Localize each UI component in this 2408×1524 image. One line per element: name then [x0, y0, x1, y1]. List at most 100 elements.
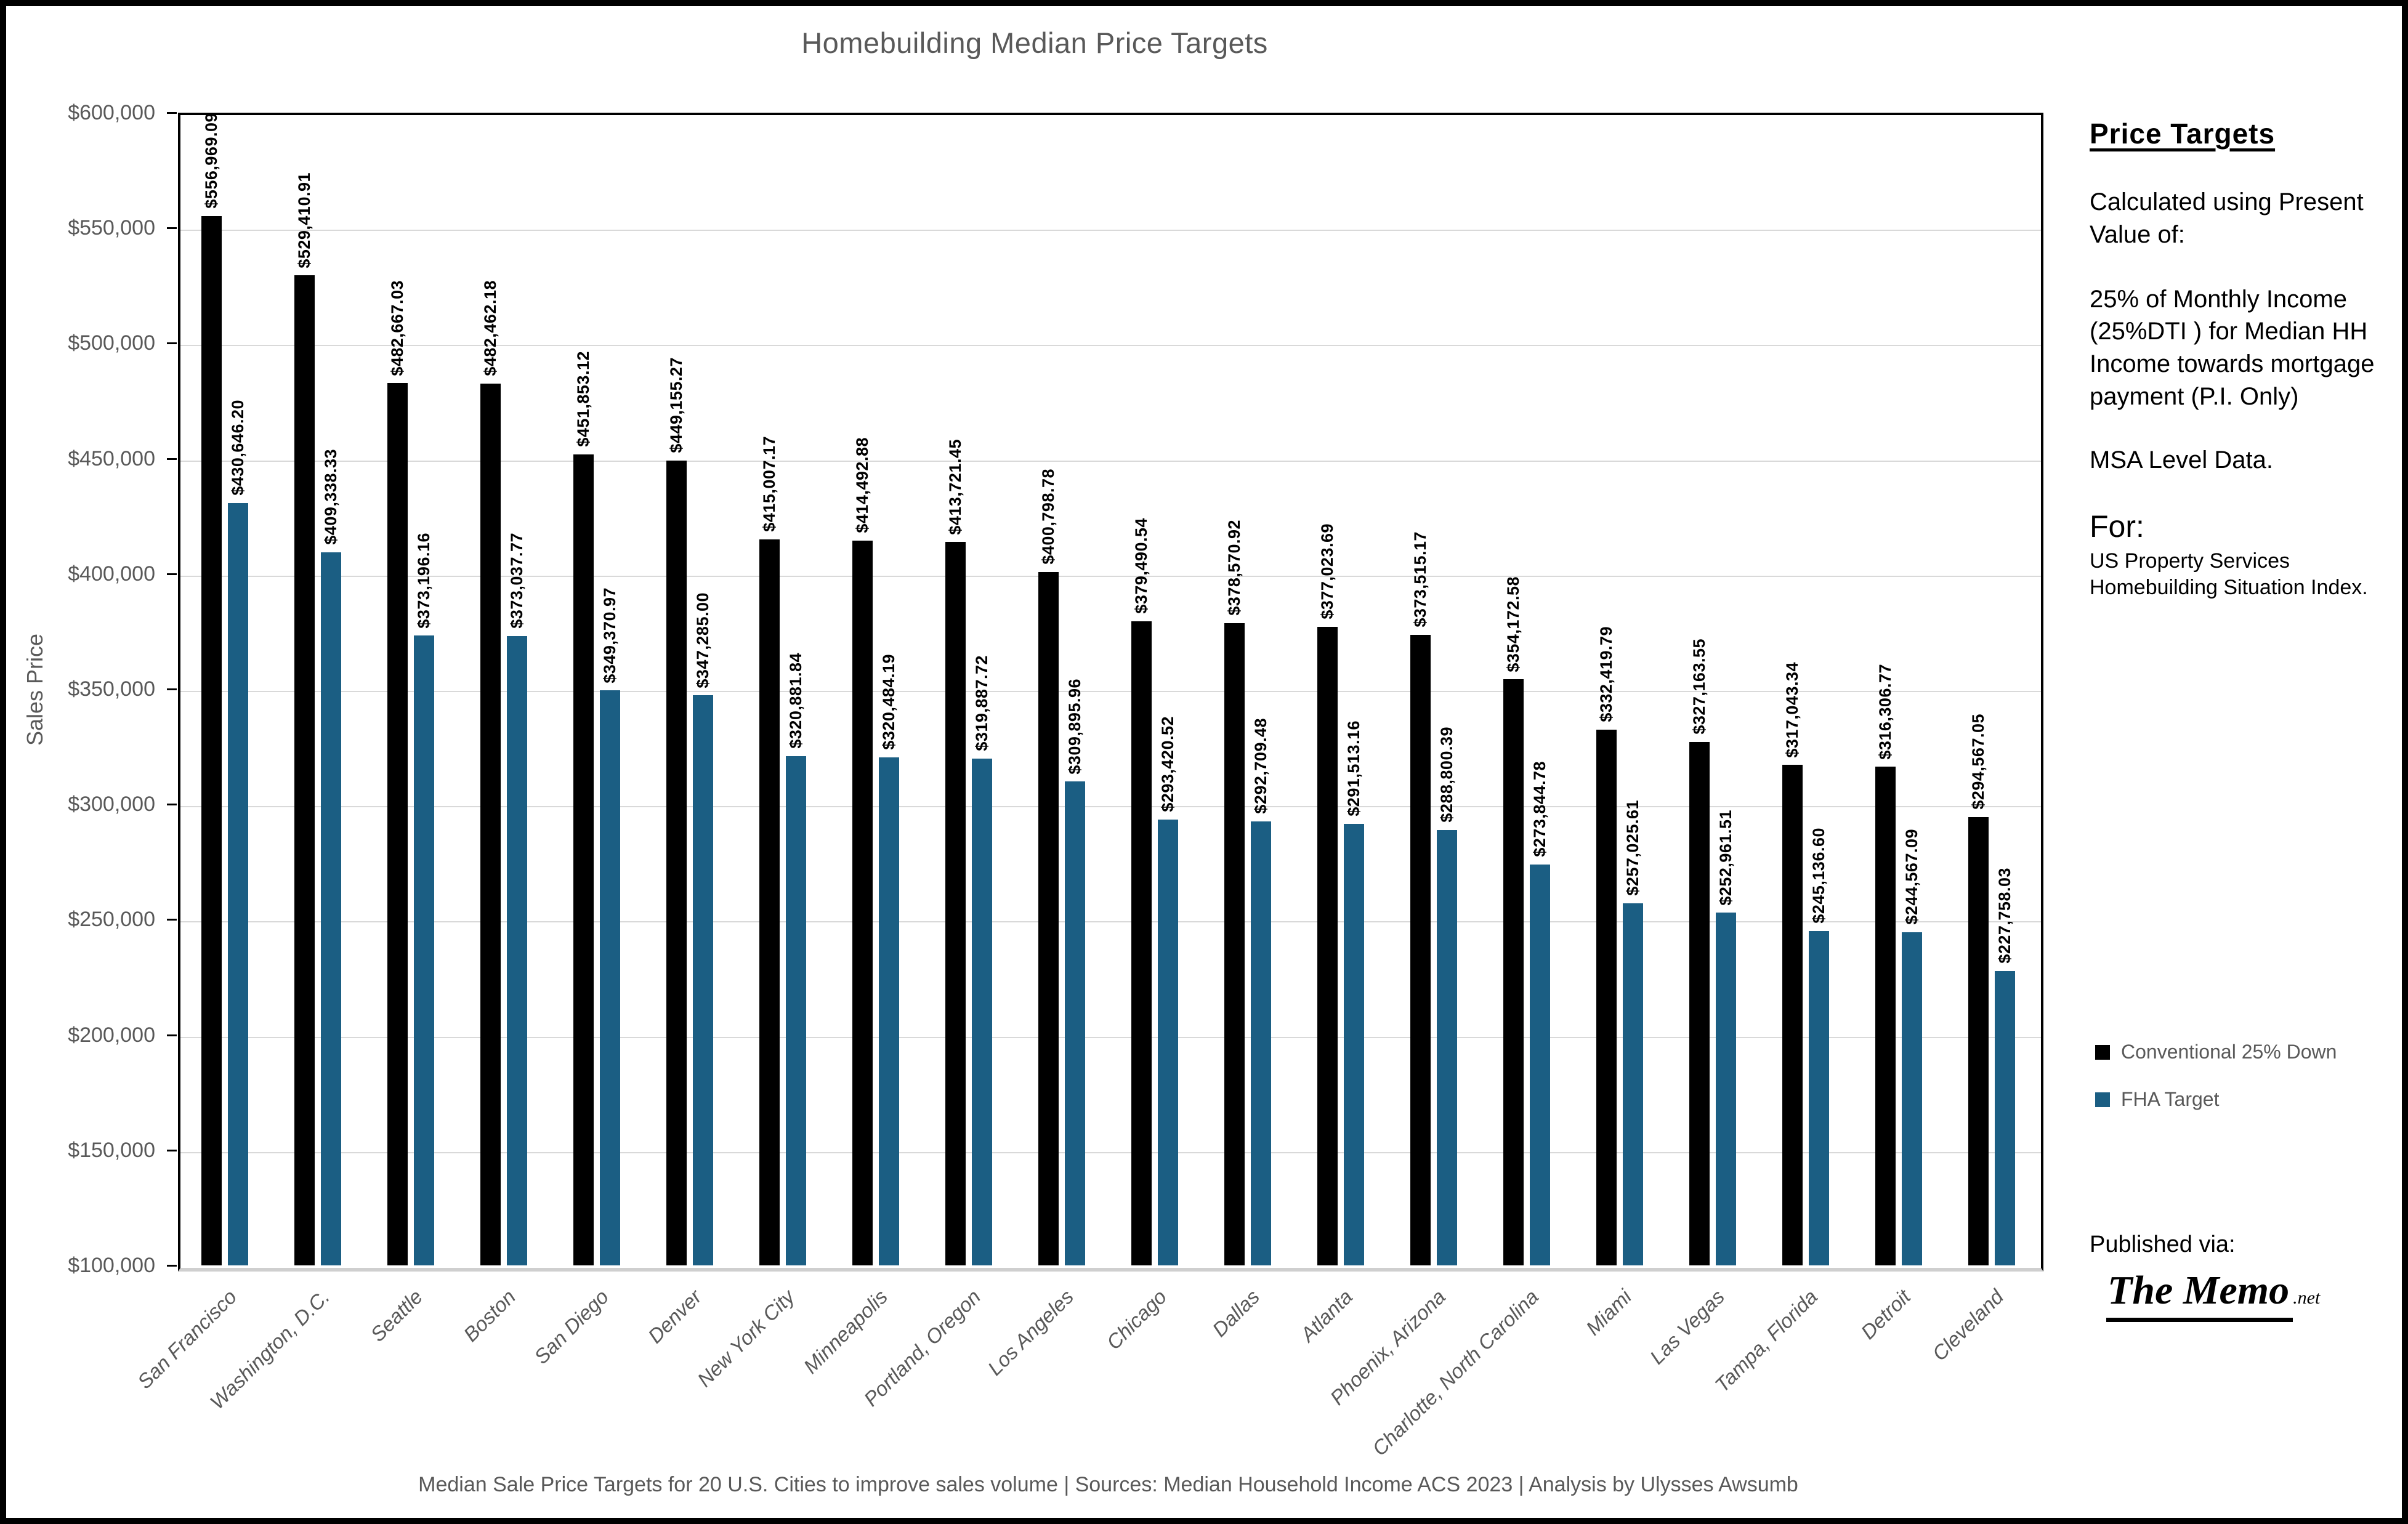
bar-conventional — [852, 540, 873, 1265]
bar-conventional — [1317, 626, 1338, 1265]
y-axis-tick — [167, 227, 177, 230]
side-panel-for-text: US Property Services Homebuilding Situat… — [2090, 549, 2368, 600]
bar-value-label: $252,961.51 — [1716, 809, 1735, 906]
y-axis-tick — [167, 1265, 177, 1267]
bar-group: $529,410.91 $409,338.33 — [271, 113, 364, 1265]
bar-group: $379,490.54 $293,420.52 — [1109, 113, 1202, 1265]
bar-value-label: $320,484.19 — [879, 653, 898, 750]
bar-group: $294,567.05 $227,758.03 — [1945, 113, 2038, 1265]
bar-value-label: $378,570.92 — [1225, 520, 1244, 616]
bar-fha — [878, 757, 899, 1265]
bar-column-fha: $320,484.19 — [878, 113, 899, 1265]
bar-group: $316,306.77 $244,567.09 — [1852, 113, 1945, 1265]
bar-column-fha: $309,895.96 — [1064, 113, 1085, 1265]
bar-fha — [1064, 781, 1085, 1265]
gridline — [180, 691, 2041, 692]
bar-conventional — [1038, 571, 1059, 1265]
y-axis-tick-label: $550,000 — [68, 216, 155, 240]
side-panel-para2: 25% of Monthly Income (25%DTI ) for Medi… — [2090, 285, 2375, 410]
legend-item-fha: FHA Target — [2095, 1088, 2337, 1111]
bar-fha — [1437, 830, 1458, 1265]
y-axis-tick-label: $200,000 — [68, 1023, 155, 1047]
bar-fha — [1716, 913, 1737, 1265]
bar-value-label: $291,513.16 — [1344, 720, 1364, 816]
bar-group: $317,043.34 $245,136.60 — [1760, 113, 1852, 1265]
bar-fha — [413, 635, 434, 1265]
bar-conventional — [759, 539, 780, 1265]
y-axis-tick-label: $450,000 — [68, 446, 155, 470]
bar-value-label: $449,155.27 — [666, 357, 685, 453]
legend-swatch-icon — [2095, 1092, 2110, 1107]
legend-item-conventional: Conventional 25% Down — [2095, 1041, 2337, 1063]
bar-value-label: $244,567.09 — [1902, 829, 1921, 925]
bar-conventional — [1875, 767, 1896, 1265]
bar-fha — [227, 503, 248, 1265]
y-axis-tick — [167, 342, 177, 345]
gridline — [180, 460, 2041, 462]
bar-value-label: $529,410.91 — [294, 172, 313, 268]
bar-group: $378,570.92 $292,709.48 — [1202, 113, 1295, 1265]
bar-value-label: $400,798.78 — [1038, 469, 1057, 565]
y-axis-tick-label: $600,000 — [68, 101, 155, 124]
bar-column-fha: $257,025.61 — [1623, 113, 1644, 1265]
bar-value-label: $349,370.97 — [600, 587, 619, 683]
bar-conventional — [1131, 621, 1152, 1265]
bar-conventional — [1689, 741, 1710, 1265]
bar-column-fha: $347,285.00 — [692, 113, 713, 1265]
footer-caption: Median Sale Price Targets for 20 U.S. Ci… — [418, 1473, 1798, 1496]
bar-column-fha: $349,370.97 — [599, 113, 620, 1265]
bar-value-label: $482,462.18 — [480, 280, 499, 377]
y-axis-tick — [167, 112, 177, 114]
bar-value-label: $294,567.05 — [1969, 713, 1988, 810]
bar-fha — [1995, 970, 2016, 1265]
bar-value-label: $292,709.48 — [1251, 717, 1271, 814]
bar-value-label: $377,023.69 — [1318, 523, 1337, 619]
bar-conventional — [1968, 816, 1989, 1265]
side-panel: Price Targets Calculated using Present V… — [2090, 117, 2405, 602]
bar-column-fha: $319,887.72 — [971, 113, 992, 1265]
bar-group: $482,462.18 $373,037.77 — [457, 113, 550, 1265]
bar-value-label: $293,420.52 — [1158, 716, 1178, 812]
bar-value-label: $414,492.88 — [852, 437, 871, 533]
bar-column-fha: $288,800.39 — [1437, 113, 1458, 1265]
bar-value-label: $430,646.20 — [228, 400, 247, 496]
bar-column-conventional: $400,798.78 — [1038, 113, 1059, 1265]
gridline — [180, 345, 2041, 347]
gridline — [180, 230, 2041, 232]
bar-fha — [1158, 819, 1179, 1265]
bar-conventional — [666, 460, 687, 1265]
bar-fha — [320, 552, 341, 1265]
bar-column-fha: $252,961.51 — [1716, 113, 1737, 1265]
bar-column-conventional: $482,667.03 — [387, 113, 408, 1265]
bar-column-conventional: $413,721.45 — [945, 113, 966, 1265]
bar-column-fha: $430,646.20 — [227, 113, 248, 1265]
bar-conventional — [1410, 634, 1431, 1265]
legend-label: Conventional 25% Down — [2121, 1041, 2337, 1063]
legend-label: FHA Target — [2121, 1088, 2220, 1110]
bar-fha — [1344, 823, 1365, 1265]
legend: Conventional 25% Down FHA Target — [2095, 1041, 2337, 1111]
bar-conventional — [201, 216, 222, 1265]
bar-column-conventional: $449,155.27 — [666, 113, 687, 1265]
bar-column-conventional: $414,492.88 — [852, 113, 873, 1265]
bar-value-label: $556,969.09 — [201, 113, 220, 209]
bar-column-fha: $244,567.09 — [1902, 113, 1923, 1265]
gridline — [180, 575, 2041, 577]
bar-value-label: $320,881.84 — [786, 653, 805, 749]
bar-column-conventional: $482,462.18 — [480, 113, 501, 1265]
bar-value-label: $317,043.34 — [1783, 661, 1802, 758]
bar-column-conventional: $415,007.17 — [759, 113, 780, 1265]
bar-group: $327,163.55 $252,961.51 — [1667, 113, 1760, 1265]
bar-group: $400,798.78 $309,895.96 — [1015, 113, 1108, 1265]
y-axis-tick-label: $350,000 — [68, 677, 155, 701]
y-axis-tick-label: $100,000 — [68, 1254, 155, 1277]
bar-fha — [599, 690, 620, 1265]
bar-value-label: $354,172.58 — [1504, 576, 1523, 672]
bar-column-fha: $320,881.84 — [785, 113, 806, 1265]
y-axis-tick — [167, 573, 177, 575]
bar-group: $413,721.45 $319,887.72 — [922, 113, 1015, 1265]
side-panel-para1: Calculated using Present Value of: — [2090, 188, 2364, 248]
bar-column-fha: $373,037.77 — [506, 113, 527, 1265]
bar-fha — [1251, 821, 1272, 1265]
